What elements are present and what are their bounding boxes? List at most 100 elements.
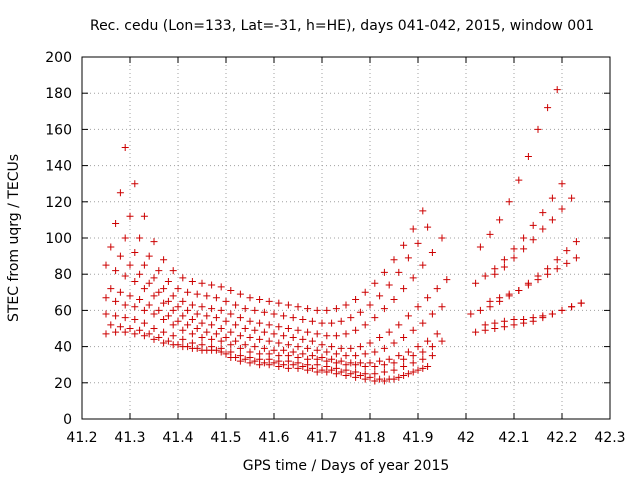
series-arc-16 [486,254,580,305]
data-point [121,144,129,151]
data-point [577,299,585,307]
y-tick-label: 140 [45,159,72,175]
data-point [352,326,360,334]
data-point [179,326,187,334]
data-point [121,328,129,336]
grid-lines [82,57,610,419]
data-point [203,346,211,354]
data-point [371,279,379,287]
data-point [366,301,374,309]
data-point [198,279,206,287]
data-point [352,368,360,376]
data-point [174,285,182,293]
data-point [524,281,532,289]
data-point [299,335,307,343]
data-point [260,344,268,352]
data-point [179,335,187,343]
data-point [572,238,580,246]
data-point [241,341,249,349]
series-arc-05 [107,285,441,367]
data-point [558,180,566,188]
data-point [380,368,388,376]
data-point [510,315,518,323]
y-tick-label: 40 [54,340,72,356]
data-point [256,335,264,343]
y-tick-label: 0 [63,412,72,428]
data-point [251,306,259,314]
data-point [116,189,124,197]
series-arc-12 [467,238,580,318]
data-point [112,267,120,275]
data-point [169,332,177,340]
data-point [371,370,379,378]
data-point [241,325,249,332]
data-point [520,315,528,323]
series-arc-15 [481,299,585,329]
data-point [270,359,278,367]
data-point [438,234,446,242]
data-point [217,344,225,352]
data-point [227,286,235,294]
data-point [419,348,427,356]
x-tick-label: 41.6 [258,430,289,446]
data-point [467,310,475,318]
data-point [203,292,211,300]
data-point [136,270,144,278]
data-point [496,294,504,302]
data-point [337,368,345,376]
series-arc-14 [476,86,561,251]
data-point [563,259,571,267]
data-point [160,299,168,307]
data-point [275,323,283,331]
data-point [510,254,518,262]
data-point [164,297,172,305]
data-point [414,303,422,311]
data-point [515,286,523,294]
data-point [428,343,436,351]
data-point [433,330,441,338]
data-point [380,361,388,369]
data-point [385,328,393,336]
data-point [265,321,273,329]
data-point [294,343,302,351]
data-point [380,377,388,385]
x-tick-label: 42 [457,430,475,446]
data-point [328,355,336,363]
data-point [112,297,120,305]
data-point [198,303,206,311]
data-point [280,361,288,369]
data-point [150,335,158,343]
data-point [289,348,297,356]
data-point [227,341,235,349]
data-point [131,315,139,323]
data-point [529,236,537,244]
data-point [145,330,153,338]
data-point [188,277,196,285]
data-point [419,319,427,327]
data-point [476,243,484,251]
y-tick-label: 160 [45,122,72,138]
data-point [212,330,220,338]
data-point [193,325,201,332]
data-point [265,337,273,345]
data-point [131,303,139,311]
data-point [481,321,489,329]
data-point [102,310,110,318]
x-tick-label: 41.7 [306,430,337,446]
data-point [380,268,388,276]
data-point [424,223,432,231]
x-tick-label: 42.3 [594,430,625,446]
data-point [332,350,340,358]
data-point [323,306,331,314]
data-point [150,238,158,246]
data-point [356,308,364,316]
data-point [505,198,513,206]
data-point [419,261,427,269]
data-point [289,314,297,322]
data-point [371,363,379,371]
data-point [140,306,148,314]
data-point [102,294,110,302]
data-point [371,377,379,385]
data-point [246,334,254,342]
